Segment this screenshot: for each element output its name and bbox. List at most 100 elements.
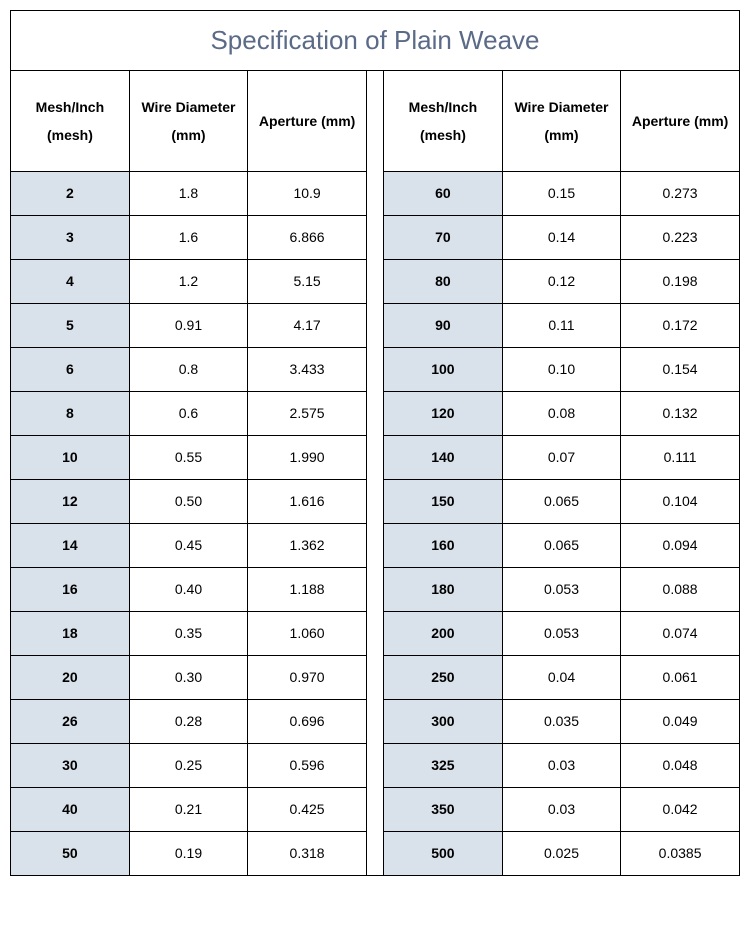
wire-cell: 0.08 [502,391,620,435]
wire-cell: 0.12 [502,259,620,303]
aperture-cell: 0.104 [621,479,739,523]
wire-cell: 0.25 [129,743,247,787]
left-column: Mesh/Inch (mesh) Wire Diameter (mm) Aper… [11,71,366,875]
aperture-cell: 0.061 [621,655,739,699]
wire-cell: 0.04 [502,655,620,699]
mesh-cell: 100 [384,347,502,391]
mesh-cell: 90 [384,303,502,347]
wire-cell: 0.053 [502,611,620,655]
aperture-cell: 6.866 [248,215,366,259]
table-row: 31.66.866 [11,215,366,259]
mesh-cell: 30 [11,743,129,787]
mesh-cell: 6 [11,347,129,391]
right-table: Mesh/Inch (mesh) Wire Diameter (mm) Aper… [384,71,739,875]
mesh-cell: 3 [11,215,129,259]
aperture-cell: 0.172 [621,303,739,347]
table-row: 80.62.575 [11,391,366,435]
wire-cell: 1.2 [129,259,247,303]
wire-cell: 0.065 [502,479,620,523]
aperture-cell: 0.318 [248,831,366,875]
wire-cell: 0.15 [502,171,620,215]
table-row: 300.250.596 [11,743,366,787]
mesh-cell: 10 [11,435,129,479]
aperture-cell: 0.154 [621,347,739,391]
wire-cell: 1.6 [129,215,247,259]
page-title: Specification of Plain Weave [11,11,739,71]
table-row: 41.25.15 [11,259,366,303]
wire-cell: 0.91 [129,303,247,347]
aperture-cell: 1.060 [248,611,366,655]
aperture-cell: 2.575 [248,391,366,435]
table-row: 200.300.970 [11,655,366,699]
wire-cell: 0.21 [129,787,247,831]
aperture-cell: 4.17 [248,303,366,347]
mesh-cell: 4 [11,259,129,303]
aperture-cell: 5.15 [248,259,366,303]
aperture-cell: 0.088 [621,567,739,611]
col-mesh-header: Mesh/Inch (mesh) [384,71,502,171]
aperture-cell: 0.048 [621,743,739,787]
col-aperture-header: Aperture (mm) [621,71,739,171]
mesh-cell: 12 [11,479,129,523]
aperture-cell: 0.074 [621,611,739,655]
table-header-row: Mesh/Inch (mesh) Wire Diameter (mm) Aper… [11,71,366,171]
aperture-cell: 1.990 [248,435,366,479]
aperture-cell: 1.616 [248,479,366,523]
spec-container: Specification of Plain Weave Mesh/Inch (… [10,10,740,876]
table-row: 1600.0650.094 [384,523,739,567]
table-row: 500.190.318 [11,831,366,875]
mesh-cell: 16 [11,567,129,611]
wire-cell: 0.11 [502,303,620,347]
table-row: 180.351.060 [11,611,366,655]
mesh-cell: 8 [11,391,129,435]
aperture-cell: 1.188 [248,567,366,611]
mesh-cell: 350 [384,787,502,831]
col-mesh-header: Mesh/Inch (mesh) [11,71,129,171]
wire-cell: 0.025 [502,831,620,875]
aperture-cell: 0.198 [621,259,739,303]
aperture-cell: 0.273 [621,171,739,215]
mesh-cell: 18 [11,611,129,655]
wire-cell: 0.065 [502,523,620,567]
mesh-cell: 40 [11,787,129,831]
wire-cell: 0.053 [502,567,620,611]
mesh-cell: 250 [384,655,502,699]
wire-cell: 0.55 [129,435,247,479]
table-row: 160.401.188 [11,567,366,611]
wire-cell: 0.035 [502,699,620,743]
table-row: 50.914.17 [11,303,366,347]
table-row: 900.110.172 [384,303,739,347]
table-row: 260.280.696 [11,699,366,743]
mesh-cell: 120 [384,391,502,435]
table-row: 1000.100.154 [384,347,739,391]
col-aperture-header: Aperture (mm) [248,71,366,171]
mesh-cell: 500 [384,831,502,875]
table-row: 100.551.990 [11,435,366,479]
table-row: 800.120.198 [384,259,739,303]
mesh-cell: 80 [384,259,502,303]
aperture-cell: 0.049 [621,699,739,743]
table-row: 2500.040.061 [384,655,739,699]
wire-cell: 0.30 [129,655,247,699]
mesh-cell: 300 [384,699,502,743]
wire-cell: 0.50 [129,479,247,523]
aperture-cell: 0.696 [248,699,366,743]
table-row: 5000.0250.0385 [384,831,739,875]
wire-cell: 0.8 [129,347,247,391]
col-wire-header: Wire Diameter (mm) [129,71,247,171]
wire-cell: 0.45 [129,523,247,567]
mesh-cell: 2 [11,171,129,215]
mesh-cell: 14 [11,523,129,567]
mesh-cell: 20 [11,655,129,699]
table-row: 700.140.223 [384,215,739,259]
column-separator [366,71,384,875]
table-row: 140.451.362 [11,523,366,567]
col-wire-header: Wire Diameter (mm) [502,71,620,171]
aperture-cell: 3.433 [248,347,366,391]
wire-cell: 0.40 [129,567,247,611]
aperture-cell: 0.223 [621,215,739,259]
mesh-cell: 26 [11,699,129,743]
mesh-cell: 60 [384,171,502,215]
mesh-cell: 160 [384,523,502,567]
mesh-cell: 180 [384,567,502,611]
